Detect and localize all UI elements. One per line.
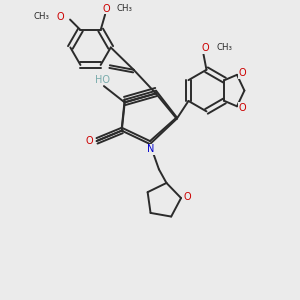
Text: N: N xyxy=(147,144,154,154)
Text: O: O xyxy=(201,43,209,53)
Text: O: O xyxy=(57,12,64,22)
Text: O: O xyxy=(103,4,110,14)
Text: CH₃: CH₃ xyxy=(116,4,132,13)
Text: CH₃: CH₃ xyxy=(216,43,232,52)
Text: O: O xyxy=(85,136,93,146)
Text: O: O xyxy=(184,192,191,202)
Text: CH₃: CH₃ xyxy=(33,12,49,21)
Text: O: O xyxy=(238,68,246,78)
Text: HO: HO xyxy=(95,75,110,85)
Text: O: O xyxy=(85,135,93,145)
Text: O: O xyxy=(238,103,246,113)
